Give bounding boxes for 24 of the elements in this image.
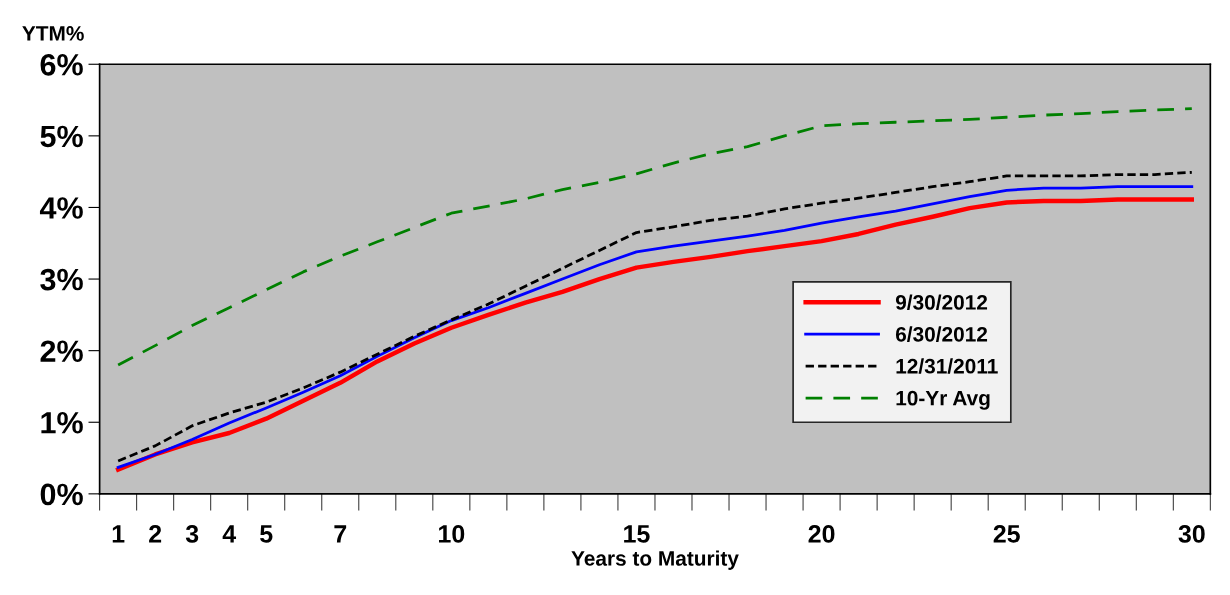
legend-label: 9/30/2012 bbox=[895, 294, 988, 310]
legend-label: 6/30/2012 bbox=[895, 326, 988, 342]
x-tick-label: 4 bbox=[222, 525, 237, 543]
y-tick-label: 0% bbox=[40, 483, 83, 506]
y-tick-label: 2% bbox=[40, 340, 83, 362]
x-tick-label: 30 bbox=[1178, 525, 1205, 543]
y-tick-label: 5% bbox=[40, 125, 83, 148]
x-tick-label: 1 bbox=[112, 525, 125, 543]
y-tick-label: 1% bbox=[41, 412, 83, 434]
y-axis-title: YTM% bbox=[22, 26, 84, 41]
x-tick-label: 20 bbox=[808, 525, 835, 543]
x-tick-label: 10 bbox=[439, 525, 465, 543]
x-axis-title: Years to Maturity bbox=[571, 550, 739, 570]
x-tick-label: 2 bbox=[149, 525, 162, 543]
x-tick-label: 3 bbox=[185, 525, 199, 543]
x-tick-label: 25 bbox=[993, 525, 1020, 543]
x-tick-label: 15 bbox=[624, 525, 650, 543]
y-tick-label: 6% bbox=[40, 54, 83, 76]
x-tick-label: 5 bbox=[260, 525, 273, 543]
y-tick-label: 4% bbox=[39, 197, 83, 219]
legend-label: 10-Yr Avg bbox=[896, 390, 990, 410]
y-tick-label: 3% bbox=[40, 268, 83, 291]
legend-label: 12/31/2011 bbox=[896, 358, 998, 374]
x-tick-label: 7 bbox=[334, 525, 347, 543]
